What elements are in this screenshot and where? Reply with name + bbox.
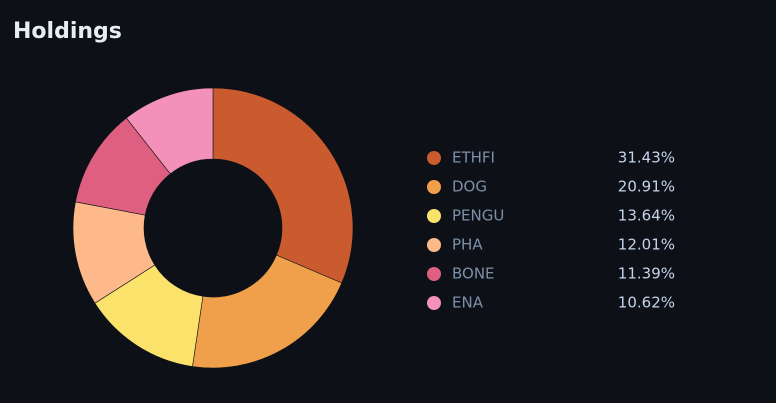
value-label: 12.01%	[618, 236, 675, 254]
legend-swatch	[427, 296, 441, 310]
value-label: 20.91%	[618, 178, 675, 196]
legend-swatch	[427, 267, 441, 281]
legend-label: BONE	[452, 265, 495, 283]
value-label: 11.39%	[618, 265, 675, 283]
donut-slice	[192, 254, 343, 369]
legend-label: PHA	[452, 236, 483, 254]
donut-slice	[125, 87, 214, 175]
legend-swatch	[427, 151, 441, 165]
legend-label: PENGU	[452, 207, 504, 225]
donut-slice	[212, 87, 354, 284]
chart-title: Holdings	[13, 19, 122, 44]
legend-swatch	[427, 238, 441, 252]
legend-swatch	[427, 209, 441, 223]
legend-label: ETHFI	[452, 149, 495, 167]
value-label: 10.62%	[618, 294, 675, 312]
legend-label: ENA	[452, 294, 484, 312]
legend-label: DOG	[452, 178, 487, 196]
value-label: 13.64%	[618, 207, 675, 225]
value-label: 31.43%	[618, 149, 675, 167]
legend-swatch	[427, 180, 441, 194]
